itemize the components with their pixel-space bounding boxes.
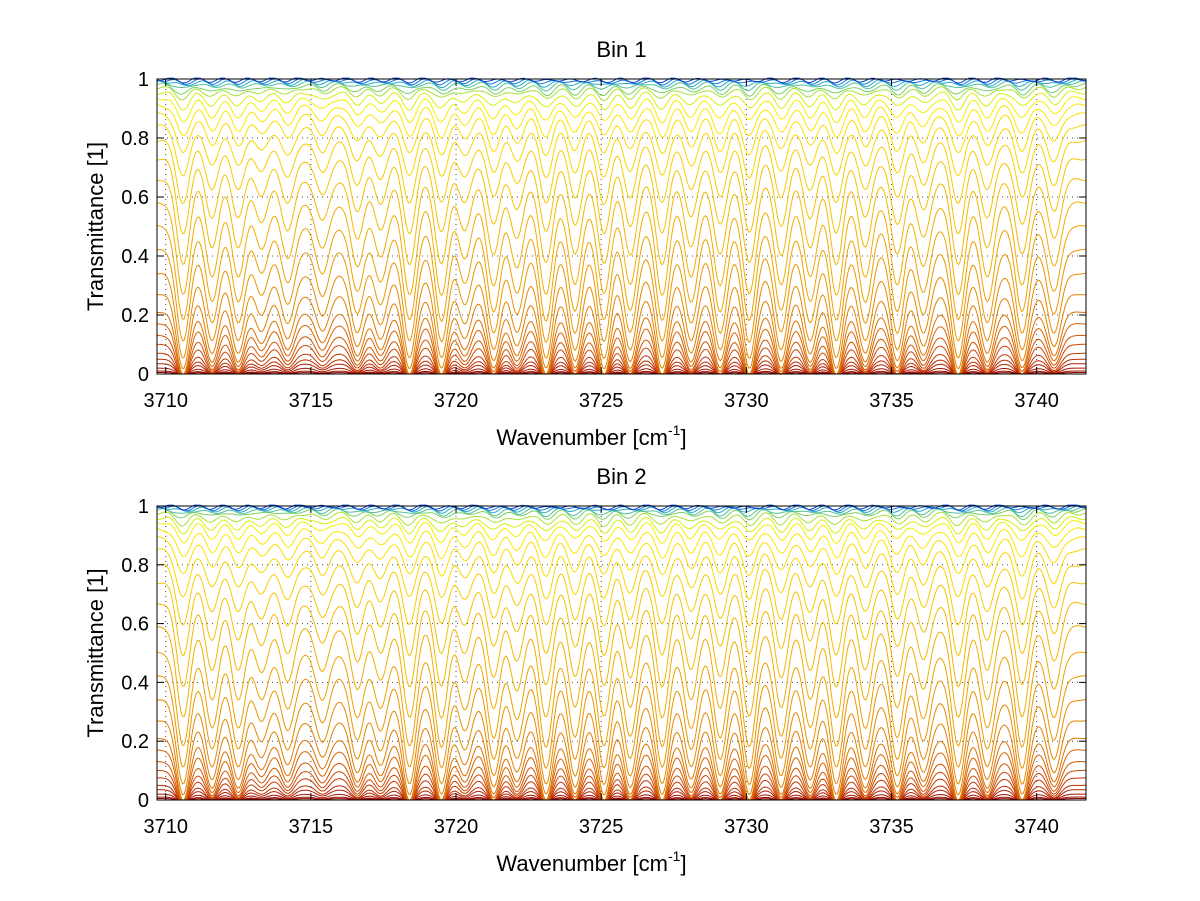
series-line-21	[157, 112, 1086, 156]
y-tick-label: 0	[138, 790, 149, 812]
x-axis-label-exponent: -1	[668, 848, 681, 864]
series-line-10	[157, 749, 1086, 801]
series-line-6	[157, 358, 1086, 375]
series-line-12	[157, 293, 1086, 370]
x-tick-label: 3740	[1014, 390, 1059, 412]
series-line-11	[157, 737, 1086, 801]
series-line-4	[157, 793, 1086, 801]
series-line-22	[157, 103, 1086, 139]
series-line-16	[157, 625, 1086, 720]
series-line-18	[157, 158, 1086, 235]
series-line-9	[157, 761, 1086, 801]
chart-panel-2: 3710 3715 3720 3725 3730 3735 3740 0 0.2 0.4 0.6 0.…	[83, 464, 1087, 876]
series-line-23	[157, 520, 1086, 544]
series-line-13	[157, 699, 1086, 786]
x-axis-label-exponent: -1	[668, 422, 681, 438]
plot-frame	[156, 78, 1087, 375]
series-line-10	[157, 323, 1086, 375]
y-tick-label: 0.6	[121, 614, 149, 636]
series-line-24	[157, 90, 1086, 111]
y-axis-label: Transmittance [1]	[83, 568, 108, 737]
y-tick-label: 0	[138, 364, 149, 386]
series-line-5	[157, 789, 1086, 801]
series-line-3	[157, 796, 1086, 801]
series-line-29	[157, 504, 1086, 512]
x-tick-label: 3725	[579, 816, 624, 838]
series-line-23	[157, 96, 1086, 124]
y-tick-label: 0.2	[121, 731, 149, 753]
chart-title: Bin 2	[596, 464, 646, 489]
series-group	[157, 77, 1086, 375]
series-line-18	[157, 581, 1086, 657]
series-line-7	[157, 777, 1086, 801]
chart-title: Bin 1	[596, 37, 646, 62]
series-line-2	[157, 798, 1086, 801]
series-line-11	[157, 311, 1086, 375]
series-line-25	[157, 511, 1086, 527]
x-axis-label-close: ]	[680, 425, 686, 450]
series-line-21	[157, 536, 1086, 577]
y-axis-label: Transmittance [1]	[83, 142, 108, 311]
series-line-15	[157, 225, 1086, 323]
series-line-26	[157, 508, 1086, 521]
series-line-15	[157, 651, 1086, 749]
series-group	[157, 504, 1086, 801]
y-tick-label: 0.4	[121, 246, 149, 268]
x-axis-label: Wavenumber [cm-1]	[496, 422, 686, 450]
x-tick-label: 3710	[143, 816, 188, 838]
x-axis-label: Wavenumber [cm-1]	[496, 848, 686, 876]
series-line-2	[157, 372, 1086, 375]
y-tick-label: 1	[138, 69, 149, 91]
series-line-19	[157, 139, 1086, 206]
series-line-8	[157, 343, 1086, 375]
series-line-19	[157, 563, 1086, 627]
x-tick-label: 3730	[724, 390, 769, 412]
series-line-13	[157, 272, 1086, 360]
y-tick-label: 0.4	[121, 672, 149, 694]
y-tick-label: 1	[138, 496, 149, 518]
y-tick-label: 0.6	[121, 187, 149, 209]
series-line-30	[157, 77, 1086, 84]
series-line-3	[157, 370, 1086, 375]
series-line-22	[157, 527, 1086, 560]
plot-frame	[156, 505, 1087, 801]
x-tick-label: 3720	[434, 816, 479, 838]
x-tick-label: 3710	[143, 390, 188, 412]
series-line-25	[157, 85, 1086, 102]
series-line-14	[157, 675, 1086, 770]
y-tick-label: 0.8	[121, 128, 149, 150]
x-tick-label: 3735	[869, 390, 914, 412]
series-line-16	[157, 201, 1086, 297]
series-line-4	[157, 367, 1086, 375]
x-axis-label-close: ]	[680, 851, 686, 876]
series-line-6	[157, 784, 1086, 801]
series-line-26	[157, 82, 1086, 97]
series-line-17	[157, 178, 1086, 266]
y-tick-label: 0.2	[121, 305, 149, 327]
series-line-14	[157, 248, 1086, 344]
x-tick-label: 3735	[869, 816, 914, 838]
series-line-7	[157, 352, 1086, 375]
x-tick-label: 3740	[1014, 816, 1059, 838]
series-line-20	[157, 548, 1086, 600]
x-axis-label-main: Wavenumber [cm	[496, 425, 668, 450]
x-tick-label: 3715	[289, 390, 334, 412]
x-tick-label: 3720	[434, 390, 479, 412]
series-line-17	[157, 601, 1086, 688]
series-line-9	[157, 334, 1086, 375]
x-tick-label: 3715	[289, 816, 334, 838]
chart-panel-1: 3710 3715 3720 3725 3730 3735 3740 0 0.2 0.4 0.6 0.…	[83, 37, 1087, 450]
x-axis-label-main: Wavenumber [cm	[496, 851, 668, 876]
series-line-12	[157, 720, 1086, 796]
x-tick-label: 3725	[579, 390, 624, 412]
y-tick-label: 0.8	[121, 555, 149, 577]
series-line-8	[157, 769, 1086, 801]
series-line-5	[157, 363, 1086, 375]
x-tick-label: 3730	[724, 816, 769, 838]
series-line-24	[157, 515, 1086, 535]
series-line-30	[157, 504, 1086, 511]
series-line-20	[157, 124, 1086, 179]
